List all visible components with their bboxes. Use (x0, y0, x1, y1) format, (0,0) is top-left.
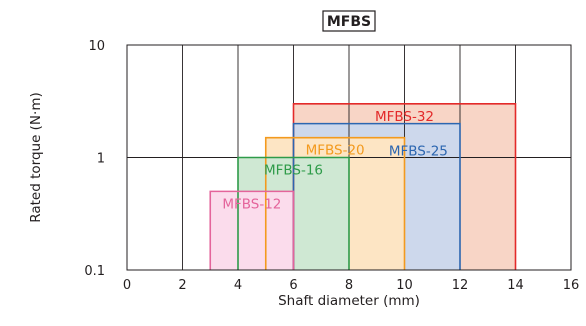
x-axis-label: Shaft diameter (mm) (278, 293, 420, 309)
y-tick-label: 10 (88, 39, 105, 54)
series-outline-mfbs-16 (237, 156, 350, 270)
series-label-mfbs-20: MFBS-20 (306, 143, 365, 159)
x-tick-label: 8 (345, 278, 353, 293)
y-tick-label: 0.1 (84, 264, 105, 279)
series-label-mfbs-12: MFBS-12 (222, 196, 281, 212)
x-tick-label: 10 (396, 278, 413, 293)
axes: 0 2 4 6 8 10 12 14 16 0.1 1 10 (84, 39, 579, 293)
y-axis-label: Rated torque (N·m) (28, 92, 44, 222)
series-outline-mfbs-12 (209, 190, 295, 270)
series-outlines (209, 103, 517, 270)
chart-title-box (322, 10, 376, 32)
x-tick-label: 0 (123, 278, 131, 293)
x-tick-label: 6 (289, 278, 297, 293)
chart-title: MFBS (327, 14, 371, 30)
series-labels: MFBS-12 MFBS-16 MFBS-20 MFBS-25 MFBS-32 (222, 109, 448, 213)
plot-border (126, 44, 572, 271)
series-fill-mfbs-12 (210, 191, 294, 270)
series-outline-mfbs-20 (264, 136, 406, 270)
chart-title-group: MFBS (322, 10, 376, 32)
y-tick-label: 1 (97, 152, 105, 167)
x-tick-label: 14 (507, 278, 524, 293)
x-tick-label: 4 (234, 278, 242, 293)
series-label-mfbs-16: MFBS-16 (264, 163, 323, 179)
x-tick-label: 2 (178, 278, 186, 293)
series-label-mfbs-32: MFBS-32 (375, 109, 434, 125)
series-fills (210, 103, 516, 271)
x-tick-label: 12 (452, 278, 469, 293)
x-tick-label: 16 (563, 278, 580, 293)
series-label-mfbs-25: MFBS-25 (389, 144, 448, 160)
